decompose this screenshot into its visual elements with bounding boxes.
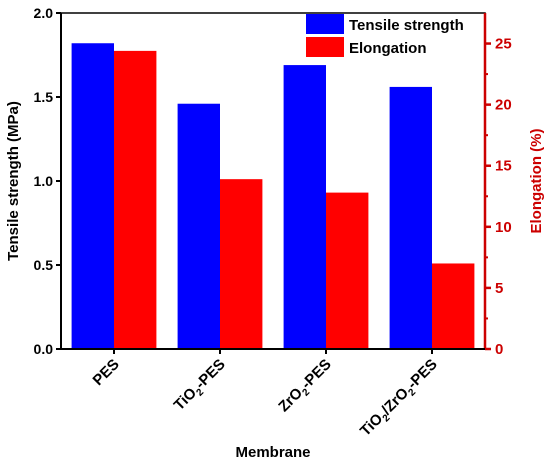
left-axis-ticks: 0.0 0.5 1.0 1.5 2.0 — [34, 5, 61, 357]
left-tick-label: 0.0 — [34, 341, 54, 357]
right-tick-label: 20 — [495, 97, 512, 114]
left-tick-label: 1.0 — [34, 173, 54, 189]
right-tick-label: 5 — [495, 280, 503, 297]
x-axis-title: Membrane — [235, 444, 310, 461]
left-axis-title: Tensile strength (MPa) — [5, 101, 22, 261]
bar-tensile-strength-tio2-pes — [177, 103, 220, 349]
legend: Tensile strength Elongation — [306, 14, 464, 57]
legend-label-tensile-strength: Tensile strength — [349, 17, 464, 34]
x-tick-label-tio2-pes: TiO2-PES — [171, 356, 231, 416]
bar-elongation-zro2-pes — [326, 192, 369, 349]
bar-tensile-strength-tio2-zro2-pes — [389, 86, 432, 350]
right-tick-label: 25 — [495, 36, 512, 53]
bar-elongation-pes — [114, 50, 157, 349]
x-tick-label-pes: PES — [90, 356, 123, 389]
x-axis-ticks: PES TiO2-PES ZrO2-PES TiO2/ZrO2-PES — [90, 349, 443, 442]
bar-tensile-strength-zro2-pes — [283, 65, 326, 349]
right-tick-label: 0 — [495, 341, 503, 358]
right-tick-label: 10 — [495, 219, 512, 236]
x-tick-label-zro2-pes: ZrO2-PES — [275, 356, 337, 418]
left-tick-label: 0.5 — [34, 257, 54, 273]
right-tick-label: 15 — [495, 158, 512, 175]
bar-tensile-strength-pes — [71, 43, 114, 350]
left-tick-label: 1.5 — [34, 89, 54, 105]
bars-group — [71, 43, 475, 350]
legend-swatch-elongation — [306, 37, 344, 57]
bar-elongation-tio2-zro2-pes — [432, 263, 475, 349]
right-axis-ticks: 0 5 10 15 20 25 — [485, 36, 512, 358]
left-tick-label: 2.0 — [34, 5, 54, 21]
x-tick-label-tio2-zro2-pes: TiO2/ZrO2-PES — [357, 356, 443, 442]
plot-area — [60, 12, 487, 350]
legend-swatch-tensile-strength — [306, 14, 344, 34]
legend-label-elongation: Elongation — [349, 40, 427, 57]
bar-elongation-tio2-pes — [220, 179, 263, 349]
right-axis-title: Elongation (%) — [528, 129, 545, 234]
